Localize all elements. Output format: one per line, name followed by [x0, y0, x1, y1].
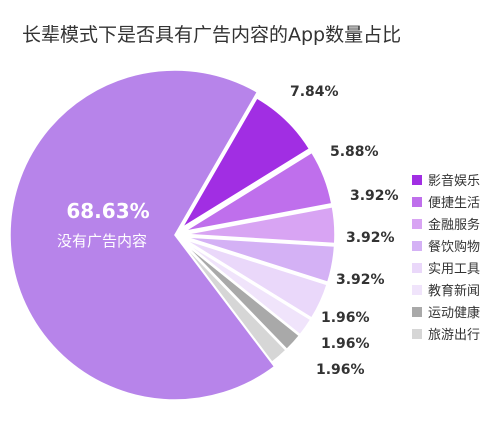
chart-title: 长辈模式下是否具有广告内容的App数量占比 — [22, 24, 402, 46]
data-label-no-ads-name: 没有广告内容 — [57, 232, 147, 250]
pie-slice-1 — [181, 96, 311, 229]
legend-item-2: 便捷生活 — [412, 192, 480, 211]
chart-legend: 影音娱乐便捷生活金融服务餐饮购物实用工具教育新闻运动健康旅游出行 — [412, 170, 480, 346]
data-label-slice-4: 3.92% — [346, 230, 395, 246]
pie-slice-7 — [181, 241, 301, 351]
legend-item-6: 教育新闻 — [412, 280, 480, 299]
legend-item-4: 餐饮购物 — [412, 236, 480, 255]
legend-label: 实用工具 — [428, 262, 481, 277]
pie-slice-9 — [9, 69, 276, 401]
legend-swatch — [412, 328, 422, 339]
legend-swatch — [412, 306, 422, 317]
legend-label: 运动健康 — [428, 306, 481, 321]
pie-slice-6 — [182, 240, 312, 336]
legend-label: 便捷生活 — [428, 196, 481, 211]
data-label-slice-3: 3.92% — [350, 188, 399, 204]
legend-label: 影音娱乐 — [428, 174, 481, 189]
legend-label: 旅游出行 — [428, 328, 481, 343]
data-label-slice-2: 5.88% — [330, 144, 379, 160]
legend-label: 教育新闻 — [428, 284, 481, 299]
legend-item-7: 运动健康 — [412, 302, 480, 321]
legend-swatch — [412, 284, 422, 295]
data-label-slice-5: 3.92% — [336, 272, 385, 288]
legend-label: 餐饮购物 — [428, 240, 481, 255]
legend-swatch — [412, 240, 422, 251]
legend-item-8: 旅游出行 — [412, 324, 480, 343]
legend-item-1: 影音娱乐 — [412, 170, 480, 189]
legend-swatch — [412, 196, 422, 207]
pie-slice-2 — [183, 151, 333, 233]
data-label-slice-1: 7.84% — [290, 84, 339, 100]
legend-swatch — [412, 174, 422, 185]
data-label-slice-6: 1.96% — [321, 310, 370, 326]
pie-slice-4 — [184, 236, 336, 284]
legend-item-3: 金融服务 — [412, 214, 480, 233]
pie-slice-5 — [183, 238, 328, 320]
legend-label: 金融服务 — [428, 218, 481, 233]
legend-swatch — [412, 218, 422, 229]
data-label-no-ads-value: 68.63% — [66, 199, 149, 223]
legend-swatch — [412, 262, 422, 273]
data-label-slice-7: 1.96% — [321, 336, 370, 352]
data-label-slice-8: 1.96% — [316, 362, 365, 378]
pie-slice-3 — [184, 205, 336, 245]
legend-item-5: 实用工具 — [412, 258, 480, 277]
